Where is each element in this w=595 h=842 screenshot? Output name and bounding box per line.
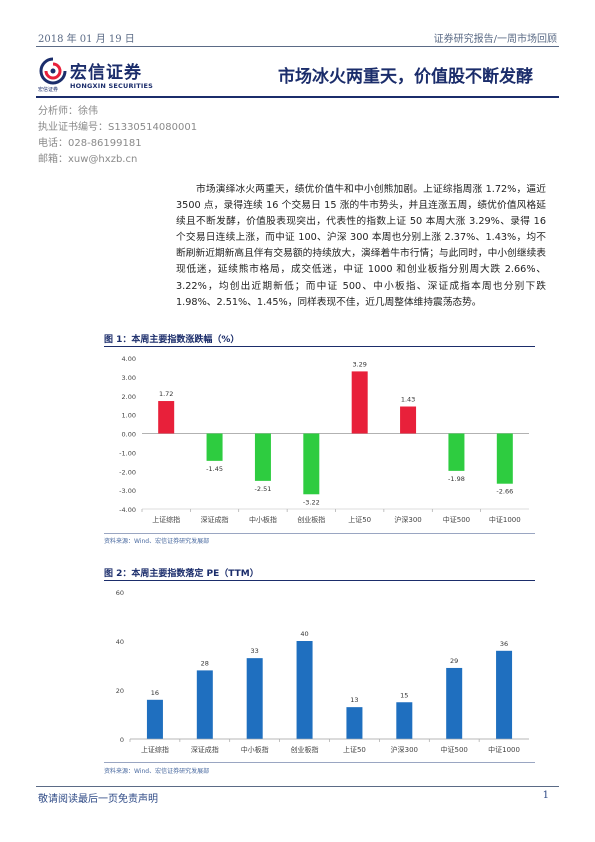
figure1-title: 图 1：本周主要指数涨跌幅（%） <box>104 335 240 345</box>
y-tick-label: 3.00 <box>122 374 136 382</box>
y-tick-label: 1.00 <box>122 412 136 420</box>
y-tick-label: -2.00 <box>119 468 136 476</box>
bar-value-label: -1.45 <box>206 465 223 473</box>
bar <box>296 641 313 739</box>
index-pe-chart: 60 40 20 0 16 上证综指 28 深证成指 33 中小板指 40 创业板指 13 上证50 15 沪… <box>116 589 529 754</box>
bar-value-label: -1.98 <box>448 475 465 483</box>
bar <box>196 670 213 739</box>
y-tick-label: 20 <box>116 687 124 695</box>
category-label: 中小板指 <box>241 745 269 754</box>
category-label: 深证成指 <box>191 745 219 754</box>
bar <box>254 433 271 481</box>
category-label: 上证综指 <box>152 515 180 524</box>
category-label: 深证成指 <box>201 515 229 524</box>
bar-value-label: 3.29 <box>352 360 366 368</box>
y-tick-label: 60 <box>116 589 124 597</box>
report-type: 证券研究报告/一周市场回顾 <box>433 34 557 45</box>
figure1-source: 资料来源：Wind、宏信证券研究发展部 <box>104 538 210 545</box>
figure1-bottom-line <box>104 533 535 534</box>
bar <box>396 702 413 739</box>
category-label: 创业板指 <box>291 745 319 754</box>
analyst-license: 执业证书编号：S1330514080001 <box>38 122 198 133</box>
bar-value-label: 33 <box>251 647 259 655</box>
logo-small-cn: 宏信证券 <box>38 87 59 93</box>
y-tick-label: -3.00 <box>119 487 136 495</box>
report-date: 2018 年 01 月 19 日 <box>38 34 135 45</box>
summary-paragraph: 市场演绎冰火两重天，绩优价值牛和中小创熊加剧。上证综指周涨 1.72%，逼近 3… <box>176 184 546 308</box>
bar-value-label: 1.43 <box>401 396 415 404</box>
bar-value-label: 36 <box>500 640 508 648</box>
report-title: 市场冰火两重天，价值股不断发酵 <box>278 67 533 87</box>
logo-name-en: HONGXIN SECURITIES <box>70 82 154 90</box>
analyst-phone: 电话：028-86199181 <box>38 138 142 149</box>
title-divider <box>36 96 559 98</box>
category-label: 上证50 <box>343 745 366 754</box>
category-label: 中证1000 <box>488 745 520 754</box>
footer-divider <box>36 786 559 787</box>
bar-value-label: 40 <box>300 630 308 638</box>
bar <box>158 401 175 434</box>
category-label: 中证1000 <box>489 515 521 524</box>
category-label: 上证50 <box>348 515 371 524</box>
bar <box>146 699 163 739</box>
bar <box>246 658 263 739</box>
category-label: 上证综指 <box>141 745 169 754</box>
index-change-chart: 4.00 3.00 2.00 1.00 0.00 -1.00 -2.00 -3.00 -4.00… <box>119 355 529 524</box>
category-label: 中小板指 <box>249 515 277 524</box>
disclaimer-note[interactable]: 敬请阅读最后一页免责声明 <box>38 794 158 805</box>
analyst-email[interactable]: 邮箱：xuw@hxzb.cn <box>38 154 138 165</box>
bar <box>448 433 465 471</box>
bar <box>351 371 368 434</box>
company-logo: 宏信证券 宏信证券 HONGXIN SECURITIES <box>38 56 168 94</box>
bar <box>496 650 513 739</box>
figure2-title: 图 2：本周主要指数落定 PE（TTM） <box>104 569 259 579</box>
bar <box>346 707 363 739</box>
bar <box>496 433 513 484</box>
bar-value-label: -2.66 <box>496 488 513 496</box>
logo-mark-icon <box>39 57 67 85</box>
header-divider <box>36 46 559 47</box>
figure1-title-underline <box>104 346 535 347</box>
bar-value-label: 29 <box>450 657 458 665</box>
y-tick-label: 40 <box>116 638 124 646</box>
y-tick-label: -4.00 <box>119 506 136 514</box>
figure2-title-underline <box>104 580 535 581</box>
bar-value-label: -3.22 <box>303 498 320 506</box>
bar <box>400 406 417 434</box>
y-tick-label: 2.00 <box>122 393 136 401</box>
y-tick-label: 0.00 <box>122 431 136 439</box>
category-label: 中证500 <box>443 515 470 524</box>
bar-value-label: -2.51 <box>255 485 272 493</box>
category-label: 创业板指 <box>297 515 325 524</box>
y-tick-label: 4.00 <box>122 355 136 363</box>
analyst-info: 分析师：徐伟 执业证书编号：S1330514080001 电话：028-8619… <box>38 104 197 168</box>
bar <box>206 433 223 461</box>
figure2-source: 资料来源：Wind、宏信证券研究发展部 <box>104 768 210 775</box>
bar-value-label: 1.72 <box>159 390 173 398</box>
category-label: 沪深300 <box>394 515 421 524</box>
logo-name-cn: 宏信证券 <box>70 63 142 83</box>
category-label: 沪深300 <box>391 745 418 754</box>
bar-value-label: 16 <box>151 689 159 697</box>
bar <box>446 667 463 739</box>
figure2-bottom-line <box>104 762 535 763</box>
page-number: 1 <box>542 790 549 801</box>
analyst-name: 分析师：徐伟 <box>38 106 98 117</box>
bar-value-label: 28 <box>201 659 209 667</box>
bar-value-label: 13 <box>350 696 358 704</box>
y-tick-label: -1.00 <box>119 449 136 457</box>
y-tick-label: 0 <box>120 736 124 744</box>
category-label: 中证500 <box>441 745 468 754</box>
bar-value-label: 15 <box>400 691 408 699</box>
bar <box>303 433 320 495</box>
